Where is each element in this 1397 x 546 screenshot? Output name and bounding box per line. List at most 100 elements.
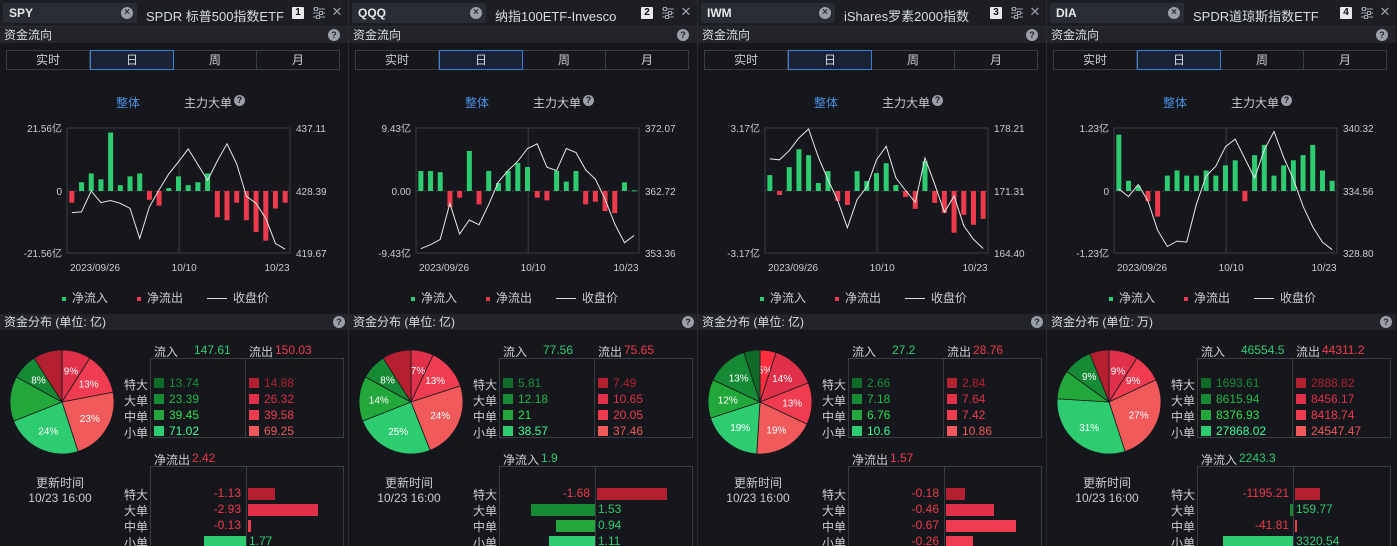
flow-bar	[1261, 144, 1267, 191]
row-label: 中单	[822, 410, 847, 424]
settings-sliders-icon[interactable]	[1360, 6, 1374, 20]
y-left-tick: 3.17亿	[731, 122, 760, 135]
close-icon[interactable]: ✕	[1029, 4, 1041, 19]
subtab-main-force[interactable]: 主力大单	[882, 96, 931, 110]
inflow-value: 8376.93	[1216, 408, 1260, 422]
legend-outflow: 净流出	[486, 289, 532, 306]
period-tab-2[interactable]: 周	[1221, 51, 1304, 69]
fund-flow-chart: 3.17亿 -3.17亿 178.21 171.31 164.40 2023/09/26 1…	[698, 118, 1046, 281]
flow-bar	[941, 191, 947, 213]
inflow-swatch	[154, 426, 164, 436]
period-tab-0[interactable]: 实时	[356, 51, 439, 69]
flow-bar	[1193, 175, 1199, 191]
period-tab-1[interactable]: 日	[90, 50, 174, 70]
flow-bar	[88, 173, 94, 191]
help-icon[interactable]: ?	[1380, 316, 1392, 328]
distribution-pie: 7% 13% 24% 25% 14% 8%	[357, 346, 467, 461]
row-label: 特大	[822, 378, 847, 392]
inflow-swatch	[503, 378, 513, 388]
settings-sliders-icon[interactable]	[312, 6, 326, 20]
ticker-input[interactable]: IWM ×	[701, 3, 835, 23]
ticker-input[interactable]: QQQ ×	[352, 3, 486, 23]
subtab-main-force[interactable]: 主力大单	[184, 96, 233, 110]
ticker-input[interactable]: DIA ×	[1050, 3, 1184, 23]
fund-distribution-header: 资金分布 (单位: 亿)?	[0, 314, 348, 330]
subtab-overall[interactable]: 整体	[1163, 96, 1188, 110]
row-label: 特大	[124, 378, 149, 392]
row-label: 中单	[473, 520, 498, 534]
period-tab-3[interactable]: 月	[1338, 53, 1351, 67]
net-flow-value: 159.77	[1296, 502, 1333, 516]
flow-bar	[195, 182, 201, 191]
outflow-swatch	[1296, 410, 1306, 420]
row-label: 中单	[1171, 520, 1196, 534]
close-icon[interactable]: ✕	[331, 4, 343, 19]
subtab-overall[interactable]: 整体	[465, 96, 490, 110]
outflow-swatch	[598, 410, 608, 420]
period-tab-3[interactable]: 月	[989, 53, 1002, 67]
net-flow-value: -2.93	[213, 502, 241, 516]
fund-distribution-title: 资金分布 (单位: 亿)	[353, 315, 455, 329]
flow-bar	[980, 191, 986, 219]
close-icon[interactable]: ✕	[680, 4, 692, 19]
flow-grid	[150, 358, 344, 438]
x-tick: 10/10	[521, 263, 546, 274]
help-icon[interactable]: ?	[682, 316, 694, 328]
period-tab-1[interactable]: 日	[439, 50, 523, 70]
settings-sliders-icon[interactable]	[1010, 6, 1024, 20]
period-tab-0[interactable]: 实时	[1054, 51, 1137, 69]
help-icon[interactable]: ?	[583, 95, 594, 106]
clear-icon[interactable]: ×	[121, 7, 133, 19]
period-tab-3[interactable]: 月	[640, 53, 653, 67]
legend-inflow: 净流入	[62, 289, 108, 306]
period-tab-2[interactable]: 周	[872, 51, 955, 69]
flow-grid-divider	[245, 358, 246, 438]
period-tab-2[interactable]: 周	[523, 51, 606, 69]
subtab-overall[interactable]: 整体	[116, 96, 141, 110]
flow-bar	[1271, 175, 1277, 191]
flow-bar	[466, 150, 472, 191]
help-icon[interactable]: ?	[677, 29, 689, 41]
clear-icon[interactable]: ×	[470, 7, 482, 19]
flow-bar	[825, 171, 831, 191]
outflow-value: 7.49	[613, 376, 637, 390]
ticker-input[interactable]: SPY ×	[3, 3, 137, 23]
help-icon[interactable]: ?	[1026, 29, 1038, 41]
inflow-swatch	[1201, 410, 1211, 420]
period-tab-0[interactable]: 实时	[705, 51, 788, 69]
help-icon[interactable]: ?	[1031, 316, 1043, 328]
period-tab-0[interactable]: 实时	[7, 51, 90, 69]
clear-icon[interactable]: ×	[819, 7, 831, 19]
subtab-main-force[interactable]: 主力大单	[1231, 96, 1280, 110]
help-icon[interactable]: ?	[932, 95, 943, 106]
close-icon[interactable]: ✕	[1379, 4, 1391, 19]
pie-slice	[61, 391, 115, 452]
flow-subtabs: 整体 主力大单?	[698, 94, 1046, 110]
period-tab-1[interactable]: 日	[788, 50, 872, 70]
help-icon[interactable]: ?	[1281, 95, 1292, 106]
outflow-value: 69.25	[264, 424, 295, 438]
period-tab-3[interactable]: 月	[291, 53, 304, 67]
pie-label: 12%	[718, 396, 738, 407]
period-tab-2[interactable]: 周	[174, 51, 257, 69]
flow-bar	[457, 191, 463, 198]
pie-label: 9%	[1082, 372, 1097, 383]
help-icon[interactable]: ?	[333, 316, 345, 328]
settings-sliders-icon[interactable]	[661, 6, 675, 20]
legend-label: 净流入	[421, 291, 458, 305]
legend-swatch	[1109, 296, 1113, 301]
subtab-overall[interactable]: 整体	[814, 96, 839, 110]
pie-label: 27%	[1129, 410, 1149, 421]
legend-line	[556, 298, 576, 300]
help-icon[interactable]: ?	[1376, 29, 1388, 41]
clear-icon[interactable]: ×	[1168, 7, 1180, 19]
help-icon[interactable]: ?	[328, 29, 340, 41]
subtab-main-force[interactable]: 主力大单	[533, 96, 582, 110]
inflow-value: 71.02	[169, 424, 200, 438]
flow-bar	[1329, 180, 1335, 191]
help-icon[interactable]: ?	[234, 95, 245, 106]
period-tab-1[interactable]: 日	[1137, 50, 1221, 70]
inflow-swatch	[503, 426, 513, 436]
flow-bar	[505, 170, 511, 191]
